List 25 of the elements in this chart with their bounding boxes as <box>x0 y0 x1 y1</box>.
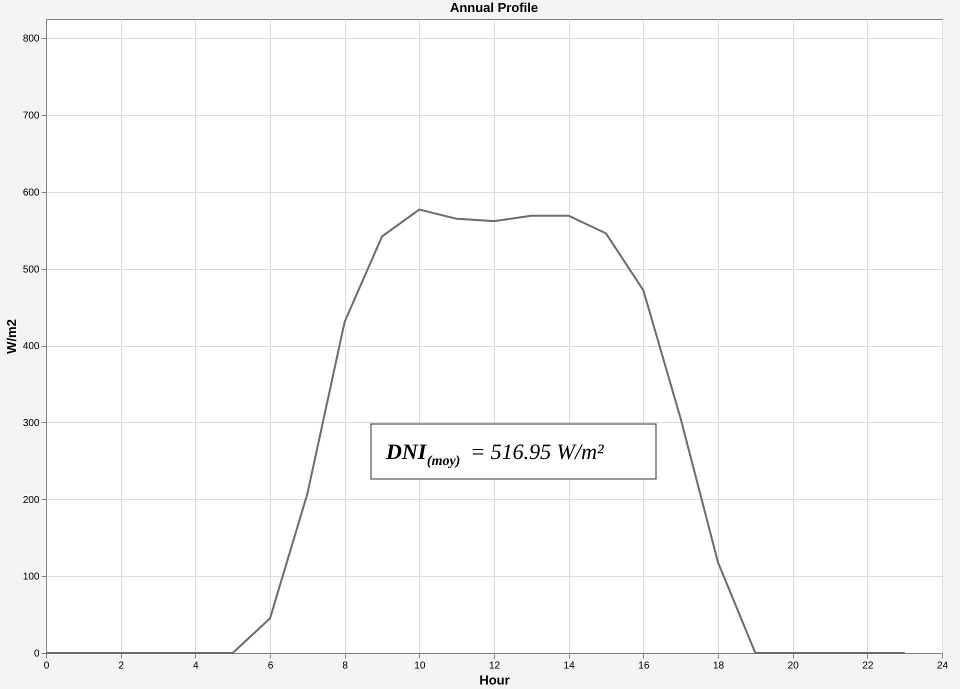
y-tick-label: 300 <box>22 418 40 429</box>
x-tick-label: 24 <box>936 660 948 672</box>
x-tick-label: 10 <box>414 660 426 672</box>
x-tick-label: 8 <box>342 660 348 672</box>
y-tick-label: 400 <box>22 341 40 352</box>
y-tick-label: 600 <box>22 187 40 198</box>
y-tick-label: 800 <box>22 34 40 45</box>
y-tick-label: 0 <box>34 648 40 660</box>
y-tick-label: 200 <box>22 494 40 506</box>
x-tick-label: 0 <box>44 660 50 672</box>
x-tick-label: 18 <box>712 660 724 672</box>
x-tick-label: 22 <box>862 660 874 672</box>
x-axis-title: Hour <box>479 672 510 688</box>
y-tick-label: 700 <box>22 110 40 122</box>
x-tick-label: 20 <box>788 660 800 672</box>
y-axis-title: W/m2 <box>4 319 19 354</box>
x-tick-label: 2 <box>118 660 124 672</box>
x-tick-label: 6 <box>268 660 274 672</box>
y-tick-label: 500 <box>22 264 40 276</box>
x-tick-label: 14 <box>564 660 576 672</box>
x-tick-label: 4 <box>193 660 200 672</box>
x-tick-label: 16 <box>638 660 650 672</box>
x-tick-label: 12 <box>488 660 500 672</box>
y-tick-label: 100 <box>22 572 40 583</box>
chart-title: Annual Profile <box>450 0 538 15</box>
